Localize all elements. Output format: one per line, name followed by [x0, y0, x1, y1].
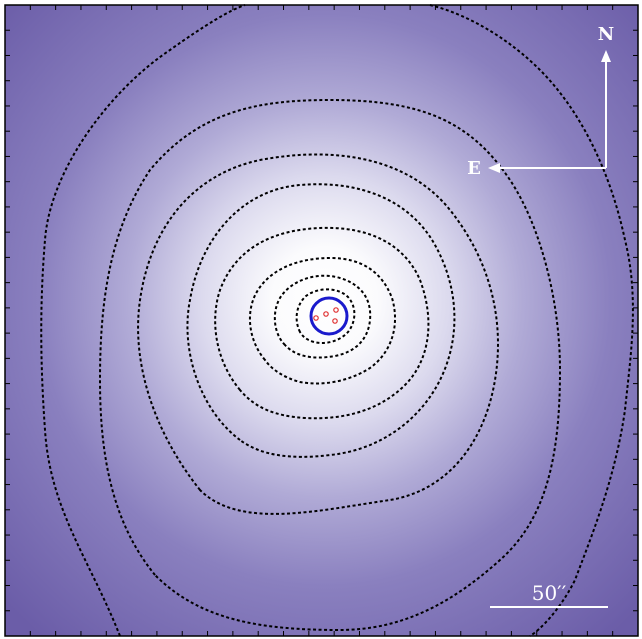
source-marker: [313, 315, 319, 321]
contour-level-5: [214, 226, 430, 420]
scale-bar-label: 50′′: [532, 581, 567, 605]
contour-group: [40, 4, 634, 637]
compass: N E: [467, 24, 614, 179]
north-arrowhead: [601, 50, 611, 62]
source-marker: [332, 318, 338, 324]
contour-level-4: [186, 183, 456, 458]
east-arrowhead: [488, 163, 500, 173]
contour-level-2: [98, 98, 562, 632]
east-label: E: [467, 158, 481, 179]
contour-level-1: [40, 4, 634, 637]
aperture-circle: [309, 296, 349, 336]
image-frame: [4, 4, 639, 637]
north-label: N: [598, 24, 614, 45]
source-marker: [323, 311, 329, 317]
emission-background: [5, 5, 638, 636]
frame-ticks: [4, 4, 639, 637]
contour-level-7: [273, 274, 372, 359]
point-sources: [313, 307, 339, 324]
contour-level-6: [248, 256, 396, 385]
scale-bar: 50′′: [490, 581, 608, 608]
contour-level-8: [295, 288, 356, 344]
contour-level-3: [137, 153, 499, 515]
source-marker: [333, 307, 339, 313]
